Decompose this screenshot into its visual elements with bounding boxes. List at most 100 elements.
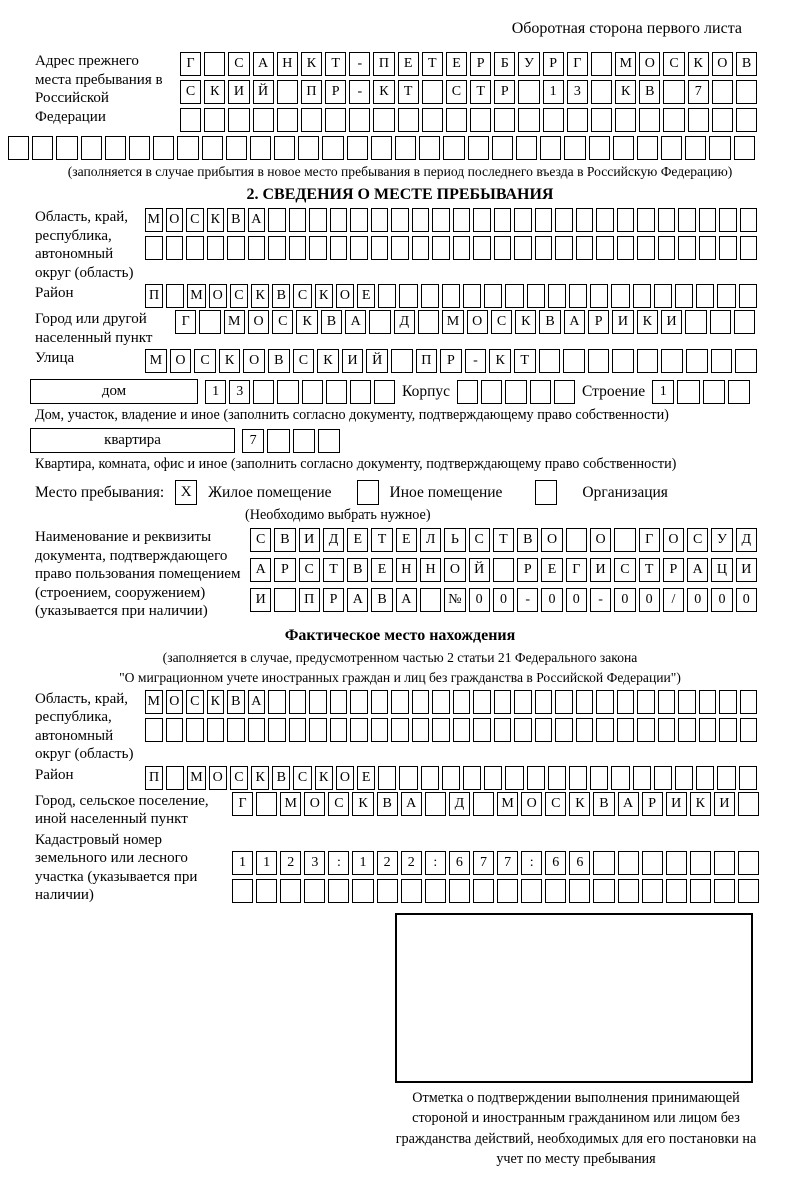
char-cell[interactable]: [424, 878, 446, 903]
char-cell[interactable]: [737, 878, 760, 903]
char-cell[interactable]: [186, 236, 204, 260]
char-cell[interactable]: [709, 310, 731, 334]
char-cell[interactable]: [370, 689, 388, 714]
char-cell[interactable]: [166, 765, 185, 790]
char-cell[interactable]: -: [589, 588, 612, 612]
char-cell[interactable]: [616, 236, 634, 260]
char-cell[interactable]: :: [328, 850, 350, 875]
char-cell[interactable]: 0: [735, 588, 757, 612]
char-cell[interactable]: Г: [232, 791, 254, 816]
char-cell[interactable]: В: [371, 588, 393, 612]
char-cell[interactable]: К: [317, 349, 339, 373]
char-cell[interactable]: [534, 717, 552, 742]
char-cell[interactable]: [378, 284, 397, 308]
char-cell[interactable]: Д: [448, 791, 470, 816]
char-cell[interactable]: 1: [232, 850, 254, 875]
char-cell[interactable]: [596, 236, 614, 260]
char-cell[interactable]: Е: [541, 558, 563, 582]
char-cell[interactable]: [204, 52, 226, 76]
char-cell[interactable]: К: [206, 208, 224, 232]
char-cell[interactable]: [518, 80, 540, 104]
char-cell[interactable]: [555, 208, 573, 232]
char-cell[interactable]: [470, 108, 492, 132]
char-cell[interactable]: К: [314, 765, 333, 790]
char-cell[interactable]: [373, 108, 395, 132]
char-cell[interactable]: 0: [541, 588, 563, 612]
char-cell[interactable]: И: [228, 80, 250, 104]
char-cell[interactable]: Р: [440, 349, 462, 373]
char-cell[interactable]: [677, 379, 700, 404]
char-cell[interactable]: С: [468, 528, 490, 552]
char-cell[interactable]: [711, 108, 733, 132]
char-cell[interactable]: М: [223, 310, 245, 334]
char-cell[interactable]: О: [444, 558, 466, 582]
char-cell[interactable]: Р: [470, 52, 492, 76]
char-cell[interactable]: [104, 136, 126, 160]
char-cell[interactable]: [611, 765, 630, 790]
char-cell[interactable]: [349, 379, 371, 404]
char-cell[interactable]: [590, 284, 609, 308]
char-cell[interactable]: [225, 136, 247, 160]
char-cell[interactable]: 1: [542, 80, 564, 104]
char-cell[interactable]: С: [293, 765, 312, 790]
char-cell[interactable]: [352, 878, 374, 903]
char-cell[interactable]: 0: [492, 588, 515, 612]
char-cell[interactable]: [350, 717, 368, 742]
char-cell[interactable]: В: [347, 558, 369, 582]
char-cell[interactable]: [494, 108, 516, 132]
char-cell[interactable]: [493, 717, 511, 742]
char-cell[interactable]: Г: [566, 52, 588, 76]
char-cell[interactable]: [268, 689, 286, 714]
char-cell[interactable]: [452, 208, 470, 232]
char-cell[interactable]: [253, 379, 275, 404]
char-cell[interactable]: [206, 236, 224, 260]
char-cell[interactable]: О: [304, 791, 326, 816]
char-cell[interactable]: [737, 791, 760, 816]
char-cell[interactable]: [441, 765, 461, 790]
char-cell[interactable]: [369, 310, 391, 334]
char-cell[interactable]: А: [400, 791, 422, 816]
char-cell[interactable]: С: [445, 80, 468, 104]
char-cell[interactable]: [737, 850, 760, 875]
char-cell[interactable]: [370, 136, 392, 160]
char-cell[interactable]: Р: [325, 80, 347, 104]
char-cell[interactable]: 3: [304, 850, 326, 875]
char-cell[interactable]: О: [208, 765, 227, 790]
char-cell[interactable]: С: [490, 310, 513, 334]
char-cell[interactable]: [612, 136, 634, 160]
char-cell[interactable]: [590, 52, 613, 76]
char-cell[interactable]: [232, 878, 254, 903]
char-cell[interactable]: [277, 379, 299, 404]
char-cell[interactable]: [575, 717, 593, 742]
char-cell[interactable]: К: [569, 791, 591, 816]
char-cell[interactable]: [657, 236, 675, 260]
char-cell[interactable]: [228, 108, 250, 132]
char-cell[interactable]: [329, 208, 347, 232]
char-cell[interactable]: Т: [638, 558, 660, 582]
char-cell[interactable]: А: [563, 310, 586, 334]
char-cell[interactable]: [322, 136, 344, 160]
document-row-3[interactable]: И П Р А В А № 0 0-0 0-0 0/0 0 0: [250, 588, 757, 612]
char-cell[interactable]: [452, 717, 470, 742]
char-cell[interactable]: [463, 284, 482, 308]
char-cell[interactable]: С: [186, 689, 204, 714]
char-cell[interactable]: [397, 108, 419, 132]
char-cell[interactable]: [569, 878, 591, 903]
char-cell[interactable]: Р: [274, 558, 296, 582]
char-cell[interactable]: [448, 878, 470, 903]
char-cell[interactable]: Й: [366, 349, 388, 373]
char-cell[interactable]: П: [298, 588, 320, 612]
char-cell[interactable]: О: [247, 310, 270, 334]
char-cell[interactable]: [641, 878, 663, 903]
char-cell[interactable]: Д: [735, 528, 757, 552]
char-cell[interactable]: Б: [494, 52, 516, 76]
char-cell[interactable]: [515, 136, 538, 160]
char-cell[interactable]: [201, 136, 223, 160]
char-cell[interactable]: [411, 208, 429, 232]
char-cell[interactable]: [719, 236, 737, 260]
char-cell[interactable]: А: [247, 208, 265, 232]
char-cell[interactable]: Д: [393, 310, 415, 334]
char-cell[interactable]: :: [424, 850, 446, 875]
